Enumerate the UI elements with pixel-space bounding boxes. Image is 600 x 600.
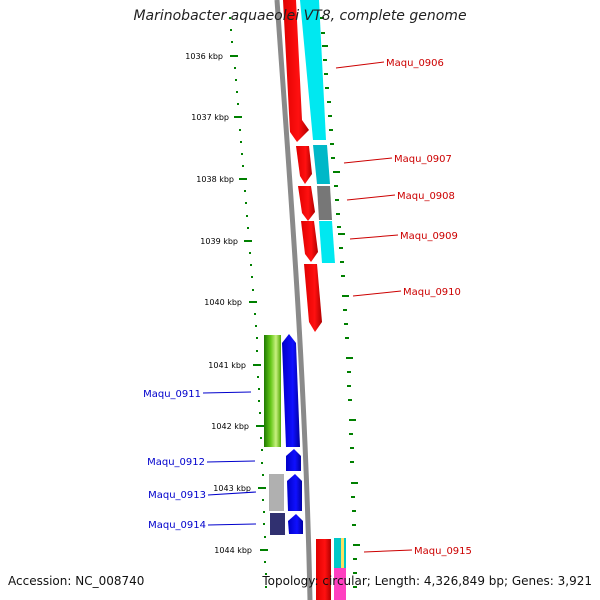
scale-label: 1040 kbp bbox=[204, 298, 242, 307]
reverse-genes bbox=[264, 334, 303, 535]
gene-arrow-forward bbox=[301, 221, 318, 262]
gene-label-reverse[interactable]: Maqu_0911 bbox=[143, 389, 201, 400]
forward-label-leaders bbox=[335, 61, 413, 553]
feature-block bbox=[317, 186, 332, 220]
scale-label: 1039 kbp bbox=[200, 237, 238, 246]
feature-block bbox=[341, 538, 344, 568]
gene-arrow-reverse bbox=[287, 474, 302, 511]
scale-label: 1038 kbp bbox=[196, 175, 234, 184]
feature-block bbox=[334, 568, 346, 600]
gene-arrow-forward bbox=[296, 146, 312, 184]
scale-ticks bbox=[229, 17, 268, 588]
accession-text: Accession: NC_008740 bbox=[8, 574, 145, 588]
genome-backbone bbox=[274, 0, 313, 600]
outer-features bbox=[300, 0, 346, 600]
gene-arrow-forward bbox=[298, 186, 315, 221]
scale-ticks-outer bbox=[320, 17, 360, 588]
feature-block bbox=[319, 221, 335, 263]
scale-label: 1041 kbp bbox=[208, 361, 246, 370]
feature-block bbox=[313, 145, 330, 184]
gene-label-forward[interactable]: Maqu_0906 bbox=[386, 58, 444, 69]
gene-arrow-reverse bbox=[282, 334, 300, 447]
gene-label-forward[interactable]: Maqu_0910 bbox=[403, 287, 461, 298]
map-title: Marinobacter aquaeolei VT8, complete gen… bbox=[133, 8, 467, 24]
scale-label: 1042 kbp bbox=[211, 422, 249, 431]
scale-label: 1043 kbp bbox=[213, 484, 251, 493]
topology-text: Topology: circular; Length: 4,326,849 bp… bbox=[262, 574, 592, 588]
gene-label-reverse[interactable]: Maqu_0912 bbox=[147, 457, 205, 468]
gene-label-forward[interactable]: Maqu_0915 bbox=[414, 546, 472, 557]
gene-label-forward[interactable]: Maqu_0909 bbox=[400, 231, 458, 242]
gene-label-reverse[interactable]: Maqu_0914 bbox=[148, 520, 206, 531]
scale-labels: 1036 kbp 1037 kbp 1038 kbp 1039 kbp 1040… bbox=[185, 52, 252, 555]
scale-label: 1036 kbp bbox=[185, 52, 223, 61]
feature-block bbox=[334, 538, 346, 568]
forward-gene-labels: Maqu_0906 Maqu_0907 Maqu_0908 Maqu_0909 … bbox=[386, 58, 472, 557]
feature-block bbox=[300, 0, 326, 140]
reverse-gene-labels: Maqu_0911 Maqu_0912 Maqu_0913 Maqu_0914 bbox=[143, 389, 206, 531]
forward-genes bbox=[283, 0, 331, 600]
gene-block-green bbox=[264, 335, 281, 447]
gene-block-gray bbox=[269, 474, 284, 511]
reverse-label-leaders bbox=[202, 391, 257, 526]
gene-arrow-forward bbox=[316, 539, 331, 600]
gene-label-reverse[interactable]: Maqu_0913 bbox=[148, 490, 206, 501]
scale-label: 1044 kbp bbox=[214, 546, 252, 555]
gene-arrow-forward bbox=[283, 0, 309, 142]
scale-label: 1037 kbp bbox=[191, 113, 229, 122]
gene-arrow-forward bbox=[304, 264, 322, 332]
gene-arrow-reverse bbox=[288, 514, 303, 534]
gene-block-navy bbox=[270, 513, 285, 535]
gene-arrow-reverse bbox=[286, 449, 301, 471]
gene-label-forward[interactable]: Maqu_0908 bbox=[397, 191, 455, 202]
gene-label-forward[interactable]: Maqu_0907 bbox=[394, 154, 452, 165]
